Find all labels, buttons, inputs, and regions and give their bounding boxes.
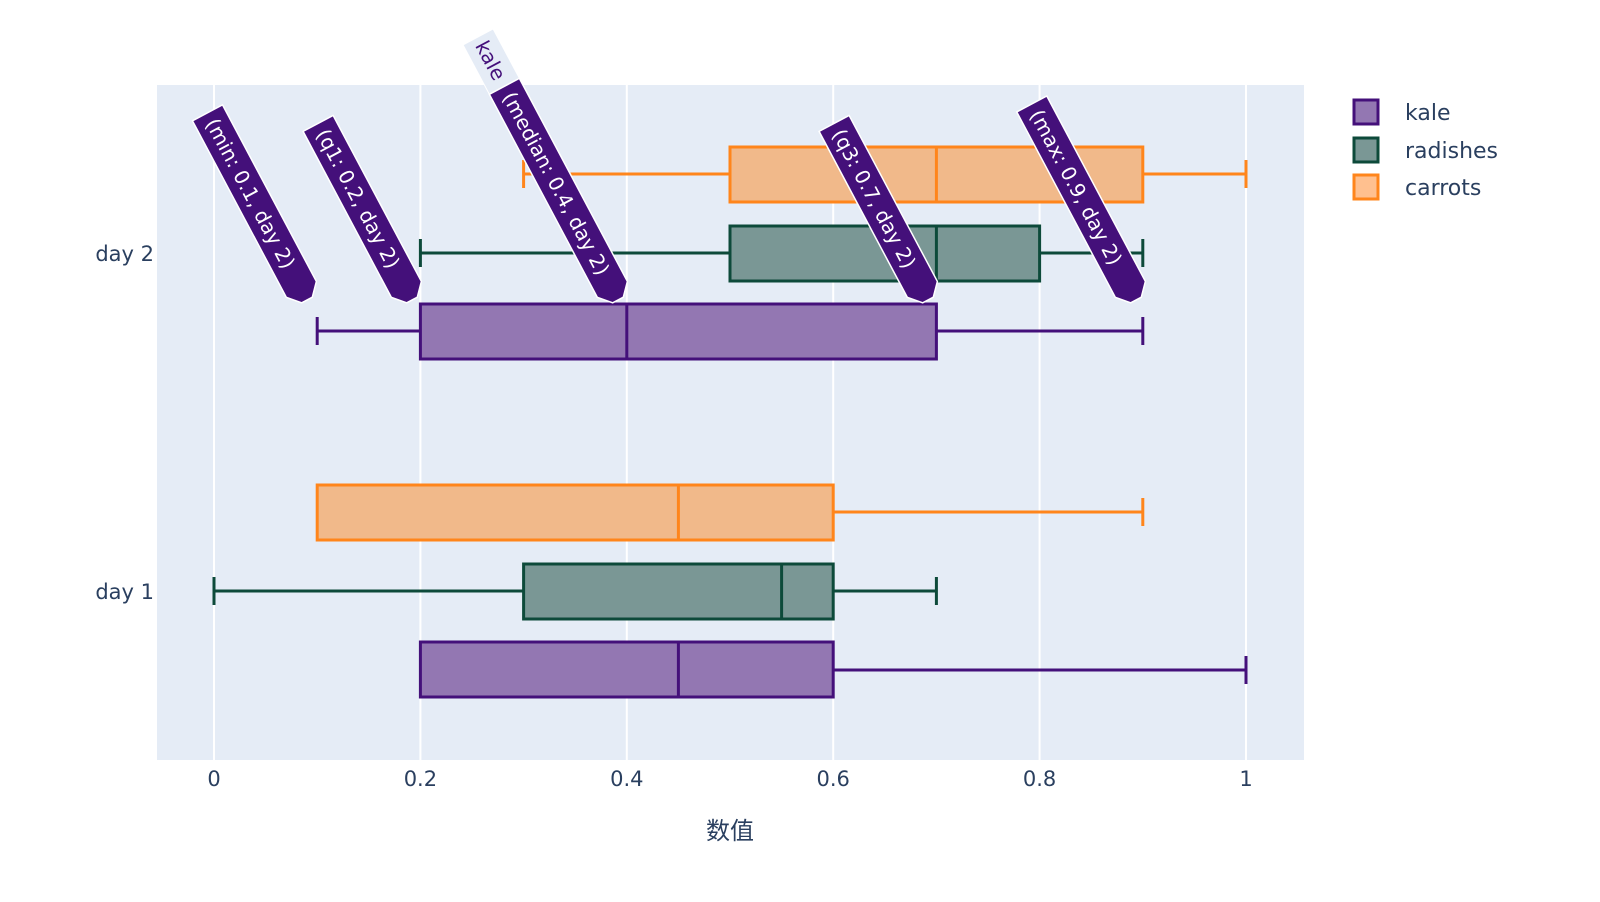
box-radishes-day1[interactable] [212, 562, 938, 621]
box-body [522, 562, 835, 621]
legend-item-radishes[interactable]: radishes [1352, 136, 1498, 164]
legend: kale radishes carrots [1352, 98, 1498, 201]
x-tick-0: 0 [207, 767, 220, 791]
box-kale-day2[interactable] [315, 302, 1145, 361]
legend-item-kale[interactable]: kale [1352, 98, 1450, 126]
legend-swatch-kale [1352, 98, 1380, 126]
x-tick-0.2: 0.2 [404, 767, 437, 791]
x-axis: 0 0.2 0.4 0.6 0.8 1 数值 [207, 767, 1252, 845]
legend-label-radishes: radishes [1405, 139, 1498, 164]
box-body [418, 640, 835, 699]
y-axis: day 2 day 1 [95, 242, 154, 604]
y-tick-day2: day 2 [95, 242, 154, 266]
legend-label-carrots: carrots [1405, 176, 1481, 201]
x-tick-0.6: 0.6 [816, 767, 849, 791]
legend-swatch-radishes [1352, 136, 1380, 164]
y-tick-day1: day 1 [95, 580, 154, 604]
legend-swatch-carrots [1352, 173, 1380, 201]
box-body [315, 483, 835, 542]
box-body [418, 302, 938, 361]
x-tick-0.4: 0.4 [610, 767, 643, 791]
x-tick-1: 1 [1239, 767, 1252, 791]
x-axis-title: 数值 [706, 817, 754, 845]
box-carrots-day1[interactable] [315, 483, 1145, 542]
box-kale-day1[interactable] [418, 640, 1248, 699]
legend-label-kale: kale [1405, 101, 1450, 126]
legend-item-carrots[interactable]: carrots [1352, 173, 1481, 201]
x-tick-0.8: 0.8 [1023, 767, 1056, 791]
